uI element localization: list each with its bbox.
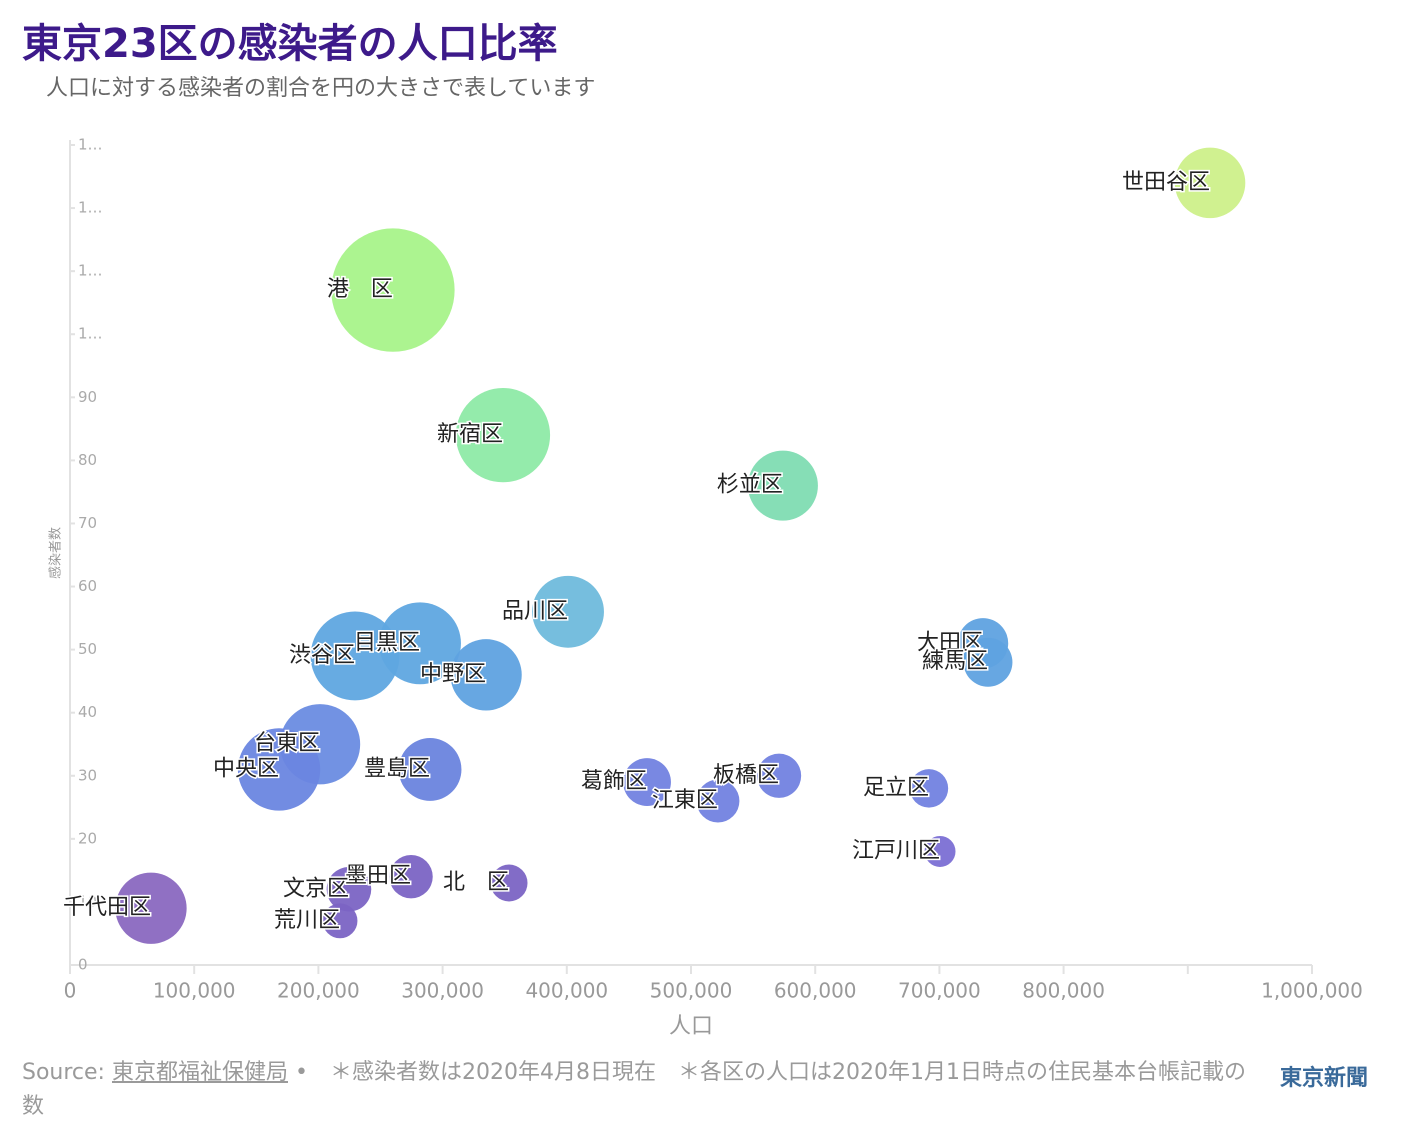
bubble bbox=[237, 728, 321, 811]
bubble-label: 葛飾区 bbox=[581, 769, 647, 794]
bubble-label: 中央区 bbox=[213, 756, 279, 781]
bubble-label: 足立区 bbox=[863, 775, 929, 800]
y-tick-label: 10 bbox=[78, 892, 97, 910]
bubble bbox=[963, 637, 1013, 687]
footer: Source: 東京都福祉保健局 • ＊感染者数は2020年4月8日現在 ＊各区… bbox=[22, 1056, 1262, 1124]
x-axis-label: 人口 bbox=[669, 1014, 713, 1039]
bubble-label: 江戸川区 bbox=[852, 838, 940, 863]
bubble-label: 中野区 bbox=[420, 662, 486, 687]
y-tick-label: 1… bbox=[78, 136, 103, 154]
y-tick-label: 1… bbox=[78, 199, 103, 217]
y-tick-label: 0 bbox=[78, 956, 88, 974]
x-tick-label: 800,000 bbox=[1022, 979, 1105, 1003]
bubble-label: 目黒区 bbox=[354, 630, 420, 655]
bubble bbox=[326, 866, 372, 912]
bubble bbox=[756, 753, 802, 798]
x-tick-label: 300,000 bbox=[401, 979, 484, 1003]
bubble-label: 世田谷区 bbox=[1122, 170, 1210, 195]
bubble-label: 大田区 bbox=[917, 630, 983, 655]
bubble bbox=[455, 388, 551, 483]
bubble-label: 江東区 bbox=[652, 788, 718, 813]
bubble-label: 渋谷区 bbox=[289, 643, 355, 668]
bubble-label: 練馬区 bbox=[922, 649, 988, 674]
bubble-label: 台東区 bbox=[254, 731, 320, 756]
y-tick-label: 80 bbox=[78, 451, 97, 469]
bubble bbox=[389, 855, 433, 899]
bubble bbox=[532, 575, 604, 648]
x-tick-label: 100,000 bbox=[153, 979, 236, 1003]
bubble bbox=[322, 903, 358, 939]
bubble-label: 荒川区 bbox=[274, 908, 340, 933]
y-tick-label: 50 bbox=[78, 640, 97, 658]
y-tick-label: 30 bbox=[78, 766, 97, 784]
bubble-label: 港 区 bbox=[327, 277, 393, 302]
y-tick-label: 1… bbox=[78, 262, 103, 280]
bubble-label: 新宿区 bbox=[437, 422, 503, 447]
bubble-label: 文京区 bbox=[283, 876, 349, 901]
bubble bbox=[747, 450, 818, 521]
bubble bbox=[490, 864, 528, 902]
bubble bbox=[331, 228, 455, 352]
bubble bbox=[696, 779, 740, 823]
y-tick-label: 60 bbox=[78, 577, 97, 595]
bubble-label: 豊島区 bbox=[364, 756, 430, 781]
chart: 東京23区の感染者の人口比率 人口に対する感染者の割合を円の大きさで表しています… bbox=[22, 21, 1363, 1039]
bubble-label: 杉並区 bbox=[717, 473, 783, 498]
bubble bbox=[924, 835, 956, 867]
bubble-label: 板橋区 bbox=[713, 763, 779, 788]
x-tick-label: 1,000,000 bbox=[1261, 979, 1363, 1003]
bubble bbox=[450, 639, 522, 711]
y-tick-label: 70 bbox=[78, 514, 97, 532]
logo: 東京新聞 bbox=[1280, 1065, 1369, 1091]
y-tick-label: 90 bbox=[78, 388, 97, 406]
bubble-label: 北 区 bbox=[443, 870, 509, 895]
y-tick-label: 1… bbox=[78, 325, 103, 343]
x-tick-label: 700,000 bbox=[898, 979, 981, 1003]
x-tick-label: 600,000 bbox=[774, 979, 857, 1003]
y-axis-label: 感染者数 bbox=[48, 527, 64, 579]
y-tick-label: 40 bbox=[78, 703, 97, 721]
bubble bbox=[379, 602, 461, 685]
bubble bbox=[909, 769, 949, 808]
chart-subtitle: 人口に対する感染者の割合を円の大きさで表しています bbox=[46, 76, 595, 101]
bubble bbox=[1174, 147, 1246, 219]
bubble bbox=[115, 872, 187, 944]
x-tick-label: 500,000 bbox=[650, 979, 733, 1003]
bubble-label: 千代田区 bbox=[63, 895, 151, 920]
chart-title: 東京23区の感染者の人口比率 bbox=[22, 21, 558, 67]
x-tick-label: 200,000 bbox=[277, 979, 360, 1003]
source-link[interactable]: 東京都福祉保健局 bbox=[111, 1060, 288, 1085]
footer-note: • ＊感染者数は2020年4月8日現在 ＊各区の人口は2020年1月1日時点の住… bbox=[22, 1060, 1246, 1119]
source-label: Source: bbox=[22, 1060, 105, 1085]
x-tick-label: 0 bbox=[64, 979, 77, 1003]
bubble bbox=[310, 611, 400, 701]
bubble bbox=[398, 738, 462, 801]
bubble-label: 墨田区 bbox=[345, 864, 411, 889]
bubble bbox=[623, 758, 671, 806]
bubble-label: 品川区 bbox=[502, 599, 568, 624]
y-tick-label: 20 bbox=[78, 829, 97, 847]
x-tick-label: 400,000 bbox=[525, 979, 608, 1003]
